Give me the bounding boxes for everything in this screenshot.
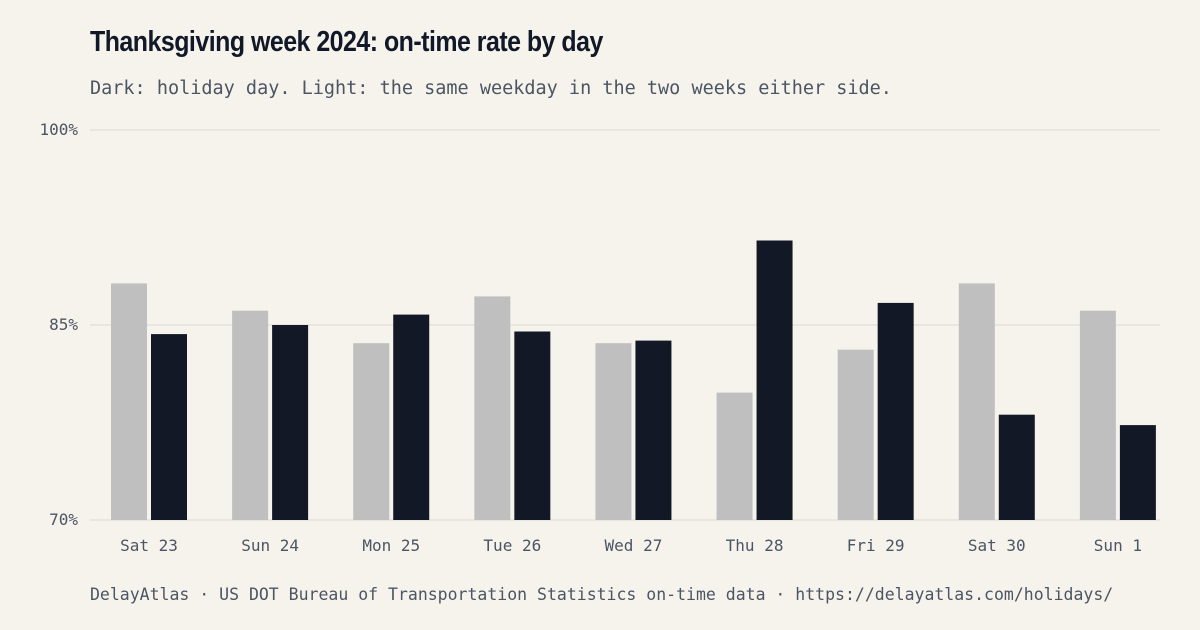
bar-comparison <box>595 343 632 520</box>
x-tick-label: Sun 1 <box>1094 536 1142 555</box>
bar-holiday <box>756 240 793 520</box>
x-tick-label: Sat 30 <box>968 536 1026 555</box>
x-tick-label: Mon 25 <box>362 536 420 555</box>
bar-comparison <box>111 283 147 520</box>
x-axis-labels: Sat 23 Sun 24 Mon 25 Tue 26 Wed 27 Thu 28 Fri … <box>120 536 1142 555</box>
x-tick-label: Sat 23 <box>120 536 178 555</box>
x-tick-label: Sun 24 <box>241 536 299 555</box>
chart-subtitle: Dark: holiday day. Light: the same weekd… <box>90 78 892 99</box>
bars <box>111 240 1156 520</box>
x-tick-label: Wed 27 <box>605 536 663 555</box>
bar-holiday <box>514 331 551 520</box>
bar-holiday <box>998 414 1035 520</box>
x-tick-label: Thu 28 <box>726 536 784 555</box>
y-tick-label: 70% <box>49 510 78 529</box>
bar-comparison <box>716 392 753 520</box>
bar-comparison <box>353 343 390 520</box>
bar-holiday <box>877 302 914 520</box>
bar-holiday <box>635 340 672 520</box>
x-tick-label: Fri 29 <box>847 536 905 555</box>
bar-holiday <box>1119 425 1156 520</box>
x-tick-label: Tue 26 <box>483 536 541 555</box>
y-tick-label: 100% <box>39 120 78 139</box>
bar-comparison <box>958 283 995 520</box>
chart-title: Thanksgiving week 2024: on-time rate by … <box>90 26 603 58</box>
bar-holiday <box>151 334 187 520</box>
source-footer: DelayAtlas · US DOT Bureau of Transporta… <box>90 585 1114 604</box>
bar-comparison <box>1079 310 1116 520</box>
y-tick-label: 85% <box>49 315 78 334</box>
bar-holiday <box>272 325 309 520</box>
bar-comparison <box>837 349 874 520</box>
y-axis-ticks: 100% 85% 70% <box>39 120 78 529</box>
bar-holiday <box>393 314 430 520</box>
bar-comparison <box>474 296 511 520</box>
bar-comparison <box>232 310 269 520</box>
